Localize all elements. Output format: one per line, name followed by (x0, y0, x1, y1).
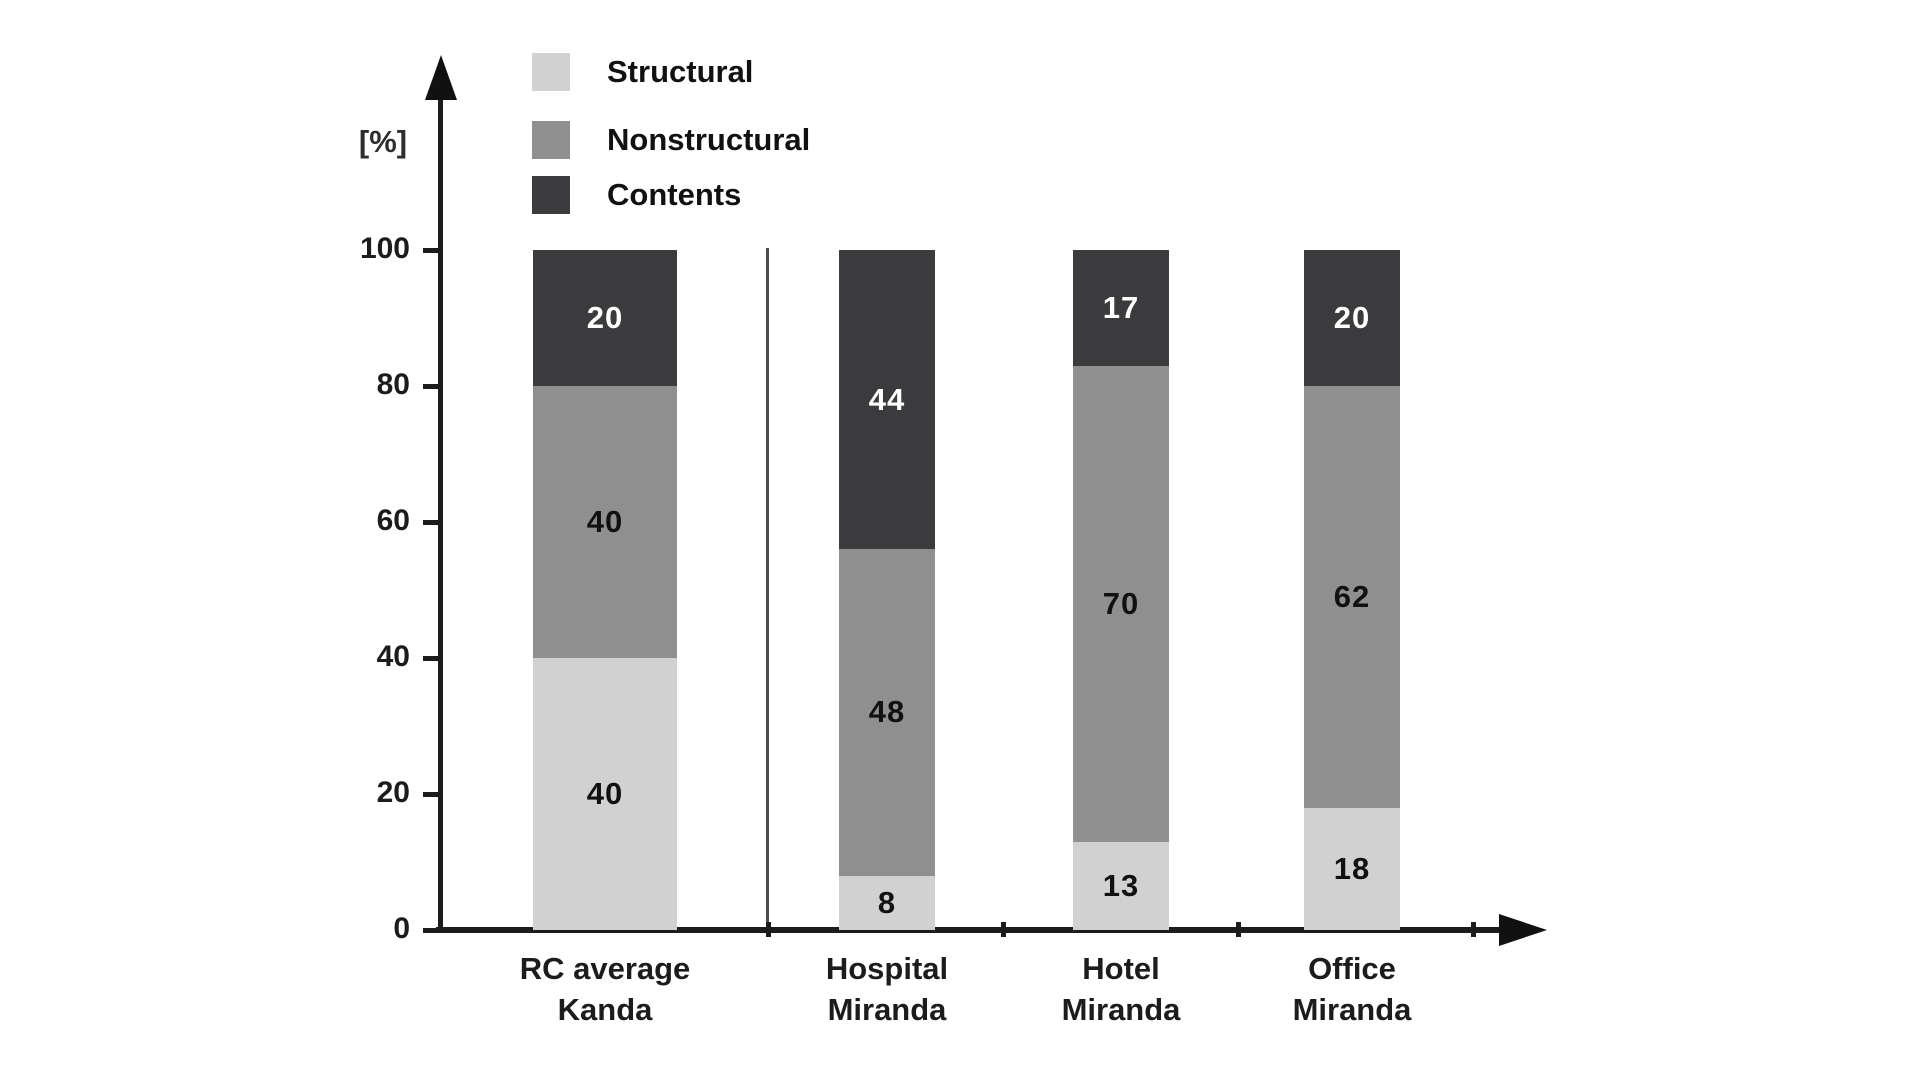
bar-segment-nonstructural-3: 70 (1073, 365, 1169, 842)
y-axis-unit-label: [%] (358, 124, 408, 159)
y-tick-mark-20 (423, 792, 440, 797)
y-tick-mark-0 (423, 928, 440, 933)
y-tick-label-40: 40 (376, 640, 410, 673)
category-label-line2: Kanda (557, 992, 653, 1027)
y-tick-mark-60 (423, 520, 440, 525)
x-tick-mark-3 (1236, 922, 1241, 937)
y-tick-label-100: 100 (359, 232, 410, 265)
bar-value-label: 48 (868, 694, 906, 730)
y-tick-label-80: 80 (376, 368, 410, 401)
category-label-line1: Hotel (1082, 951, 1160, 986)
y-tick-mark-40 (423, 656, 440, 661)
legend-label-structural: Structural (607, 54, 754, 89)
bar-segment-structural-1: 40 (533, 658, 677, 930)
y-tick-label-60: 60 (376, 504, 410, 537)
category-label-line2: Miranda (827, 992, 947, 1027)
bar-value-label: 17 (1102, 289, 1140, 325)
bar-value-label: 20 (586, 300, 624, 335)
bar-value-label: 40 (586, 776, 624, 811)
category-label-line1: Office (1308, 951, 1396, 986)
x-axis-line (436, 927, 1504, 933)
category-label-3: Hotel Miranda (961, 948, 1281, 1030)
y-axis-arrow-icon (425, 55, 457, 100)
bar-value-label: 13 (1102, 867, 1140, 903)
bar-value-label: 40 (586, 504, 624, 539)
x-tick-mark-1 (766, 922, 771, 937)
legend-swatch-nonstructural (532, 121, 570, 159)
category-divider-line (766, 248, 769, 930)
y-tick-mark-80 (423, 384, 440, 389)
category-label-line2: Miranda (1061, 992, 1181, 1027)
bar-value-label: 62 (1333, 578, 1371, 614)
y-axis-line (438, 90, 443, 933)
bar-segment-structural-3: 13 (1073, 841, 1169, 930)
legend-swatch-structural (532, 53, 570, 91)
bar-segment-contents-2: 44 (839, 250, 935, 550)
bar-segment-nonstructural-2: 48 (839, 549, 935, 876)
x-axis-arrow-icon (1499, 914, 1547, 946)
bar-segment-structural-4: 18 (1304, 807, 1400, 930)
x-tick-mark-4 (1471, 922, 1476, 937)
bar-value-label: 44 (868, 381, 906, 417)
legend-swatch-contents (532, 176, 570, 214)
category-label-line1: RC average (519, 951, 691, 986)
legend-label-contents: Contents (607, 177, 742, 212)
category-label-1: RC average Kanda (445, 948, 765, 1030)
bar-value-label: 20 (1333, 300, 1371, 335)
y-tick-label-20: 20 (376, 776, 410, 809)
bar-segment-nonstructural-1: 40 (533, 386, 677, 658)
x-tick-mark-2 (1001, 922, 1006, 937)
category-label-4: Office Miranda (1192, 948, 1512, 1030)
y-tick-mark-100 (423, 248, 440, 253)
bar-value-label: 8 (877, 884, 897, 920)
bar-value-label: 70 (1102, 585, 1140, 621)
category-label-line2: Miranda (1292, 992, 1412, 1027)
bar-segment-nonstructural-4: 62 (1304, 386, 1400, 808)
bar-segment-contents-3: 17 (1073, 250, 1169, 366)
bar-segment-structural-2: 8 (839, 875, 935, 930)
bar-value-label: 18 (1333, 850, 1371, 886)
category-label-2: Hospital Miranda (727, 948, 1047, 1030)
y-tick-label-0: 0 (393, 912, 410, 945)
bar-segment-contents-1: 20 (533, 250, 677, 386)
category-label-line1: Hospital (825, 951, 949, 986)
legend-label-nonstructural: Nonstructural (607, 122, 811, 157)
bar-segment-contents-4: 20 (1304, 250, 1400, 386)
